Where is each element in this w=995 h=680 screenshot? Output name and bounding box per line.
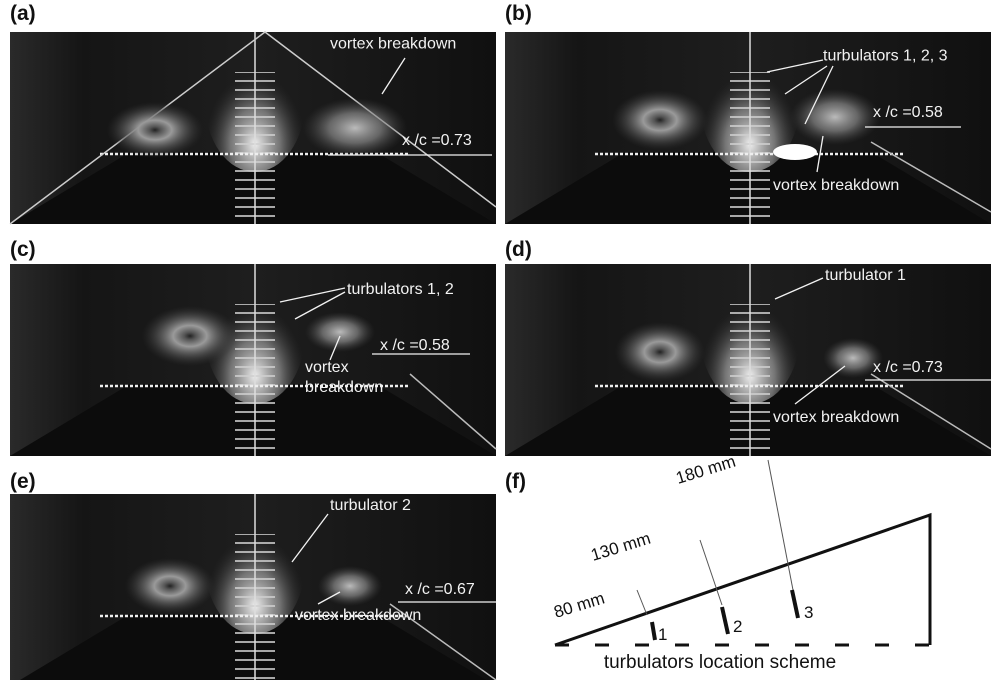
turbulator-number: 3 xyxy=(804,603,813,622)
annotation: breakdown xyxy=(305,379,383,396)
annotation: x /c =0.58 xyxy=(380,337,450,354)
annotation: turbulator 2 xyxy=(330,497,411,514)
drawing xyxy=(792,590,798,618)
scheme: 1 2 3 80 mm 130 mm 180 mm turbulators lo… xyxy=(552,452,930,673)
figure: (a) vortex breakdown x /c =0.73 (b) turb… xyxy=(0,0,995,680)
drawing xyxy=(722,607,728,634)
annotation: vortex xyxy=(305,359,349,376)
drawing xyxy=(142,306,238,366)
drawing xyxy=(318,566,382,606)
drawing xyxy=(790,89,880,145)
annotation: x /c =0.67 xyxy=(405,581,475,598)
turbulator-number: 1 xyxy=(658,625,667,644)
drawing xyxy=(10,32,496,224)
page: {"panels": [ {"label": "(a)", "annotatio… xyxy=(0,0,995,680)
drawing xyxy=(107,102,203,158)
drawing xyxy=(612,90,708,150)
drawing xyxy=(637,590,647,615)
panel-label: (b) xyxy=(505,2,532,25)
photo: turbulator 1 x /c =0.73 vortex breakdown xyxy=(505,264,991,456)
panel-label: (d) xyxy=(505,238,532,261)
annotation: vortex breakdown xyxy=(330,35,456,52)
annotation: x /c =0.73 xyxy=(873,359,943,376)
panel-label: (a) xyxy=(10,2,36,25)
annotation: vortex breakdown xyxy=(295,607,421,624)
distance-label: 180 mm xyxy=(674,452,738,488)
photo: vortex breakdown x /c =0.73 xyxy=(10,32,496,224)
drawing xyxy=(652,622,655,640)
turbulator-number: 2 xyxy=(733,617,742,636)
caption: turbulators location scheme xyxy=(604,652,836,673)
photo: turbulator 2 x /c =0.67 vortex breakdown xyxy=(10,494,496,680)
drawing xyxy=(700,540,722,605)
drawing xyxy=(615,322,705,382)
distance-label: 80 mm xyxy=(552,588,607,621)
photo: turbulators 1, 2 x /c =0.58 vortex break… xyxy=(10,264,496,456)
annotation: turbulator 1 xyxy=(825,267,906,284)
drawing xyxy=(125,558,215,614)
distance-label: 130 mm xyxy=(589,529,653,565)
drawing xyxy=(773,144,817,160)
photo: turbulators 1, 2, 3 x /c =0.58 vortex br… xyxy=(505,32,991,224)
annotation: x /c =0.73 xyxy=(402,132,472,149)
panel-label: (e) xyxy=(10,470,36,493)
annotation: x /c =0.58 xyxy=(873,104,943,121)
annotation: vortex breakdown xyxy=(773,177,899,194)
drawing xyxy=(305,312,375,352)
drawing xyxy=(303,98,407,158)
panel-label: (c) xyxy=(10,238,36,261)
annotation: turbulators 1, 2, 3 xyxy=(823,47,948,64)
annotation: turbulators 1, 2 xyxy=(347,281,454,298)
annotation: vortex breakdown xyxy=(773,409,899,426)
drawing xyxy=(555,515,930,645)
panel-label: (f) xyxy=(505,470,526,493)
